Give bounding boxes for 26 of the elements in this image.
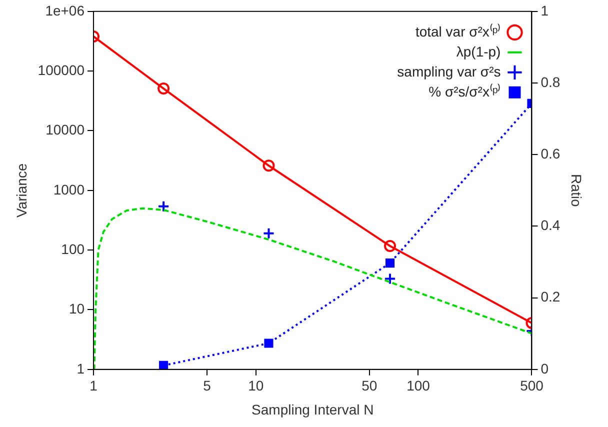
y-axis-title: Variance: [13, 163, 30, 218]
y2-axis-title: Ratio: [568, 174, 585, 207]
y-tick-label: 100000: [38, 62, 85, 78]
x-tick-label: 5: [203, 378, 212, 394]
legend-label: total var σ²x⁽ᵖ⁾: [415, 23, 501, 40]
x-tick-label: 1: [90, 378, 98, 394]
y2-tick-label: 0.8: [540, 74, 560, 90]
y-tick-label: 10: [68, 300, 85, 317]
legend-label: λp(1-p): [456, 43, 501, 60]
x-tick-label: 10: [248, 378, 264, 394]
y2-tick-label: 1: [540, 2, 549, 18]
x-tick-label: 500: [520, 378, 544, 394]
y-tick-label: 10000: [46, 122, 85, 138]
x-tick-label: 100: [406, 378, 430, 394]
y2-tick-label: 0.4: [540, 217, 560, 234]
legend-label: sampling var σ²s: [397, 63, 501, 80]
y-tick-label: 100: [61, 240, 85, 257]
y-tick-label: 1e+06: [45, 2, 85, 18]
y2-tick-label: 0.6: [540, 145, 560, 162]
y2-tick-label: 0.2: [540, 288, 560, 305]
y-tick-label: 1: [76, 360, 85, 376]
x-tick-label: 50: [362, 378, 378, 394]
y2-tick-label: 0: [540, 360, 549, 376]
legend-label: % σ²s/σ²x⁽ᵖ⁾: [428, 83, 501, 100]
y-tick-label: 1000: [53, 181, 85, 198]
x-axis-title: Sampling Interval N: [252, 401, 374, 418]
